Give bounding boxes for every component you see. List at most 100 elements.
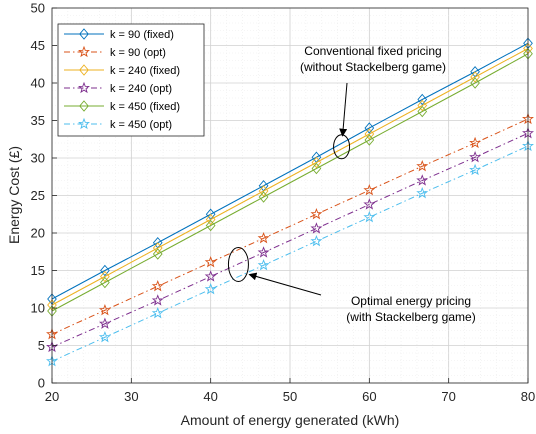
y-tick-label: 30 [31,151,45,166]
x-tick-label: 70 [441,389,455,404]
data-point [363,210,376,223]
y-tick-label: 50 [31,1,45,16]
legend-marker [78,81,90,94]
series-2 [47,42,533,311]
series-layer [46,37,534,367]
annotation-line: (with Stackelberg game) [346,310,475,324]
annotation-arrow-opt [248,272,322,296]
data-point [416,186,429,199]
y-tick-label: 45 [31,38,45,53]
legend-marker [78,45,90,58]
annotation-opt-text: Optimal energy pricing (with Stackelberg … [346,294,475,324]
data-point [152,248,163,260]
data-point [258,185,269,197]
data-point [205,219,216,232]
data-point [311,162,322,175]
data-point [98,303,111,316]
data-point [257,258,270,271]
data-point [416,174,429,186]
annotation-fixed-text: Conventional fixed pricing (without Stack… [300,44,446,74]
y-tick-label: 10 [31,301,45,316]
legend-item: k = 240 (fixed) [64,64,180,77]
y-tick-label: 0 [38,376,45,391]
legend-marker [79,64,89,76]
y-tick-label: 20 [31,226,45,241]
y-tick-label: 40 [31,76,45,91]
legend-label: k = 90 (opt) [110,47,166,59]
legend: k = 90 (fixed) k = 90 (opt) k = 240 (fixed… [57,23,205,137]
annotation-ellipse-opt [227,247,249,282]
y-tick-label: 35 [31,113,45,128]
data-point [100,264,110,277]
x-tick-label: 50 [283,389,297,404]
legend-box [57,23,205,137]
annotation-line: Conventional fixed pricing [304,44,441,58]
data-point [257,246,270,258]
y-tick-label: 25 [31,188,45,203]
data-point [100,276,110,289]
data-point [417,93,428,106]
data-point [469,150,482,163]
legend-label: k = 450 (fixed) [110,101,180,113]
series-line [51,132,529,348]
data-point [151,294,164,306]
data-point [469,163,482,176]
annotation-arrow-fixed [339,82,348,137]
legend-marker [78,117,90,130]
x-axis-label: Amount of energy generated (kWh) [181,412,400,428]
axis-ticks: 20 30 40 50 60 70 80 0 5 10 15 20 25 30 35 40 45 50 [31,1,536,405]
series-line [51,118,529,335]
data-point [417,99,428,112]
series-3 [46,126,534,353]
x-tick-label: 60 [362,389,376,404]
data-point [416,159,429,172]
data-point [364,128,375,140]
data-point [470,77,480,89]
data-point [152,242,163,254]
data-point [310,234,323,247]
grid [51,7,529,384]
data-point [364,122,375,134]
legend-label: k = 240 (opt) [110,83,172,95]
legend-marker [79,100,89,112]
legend-item: k = 90 (opt) [64,45,166,59]
data-point [258,191,269,203]
x-tick-label: 20 [45,389,59,404]
y-tick-label: 5 [38,338,45,353]
data-point [310,222,323,234]
data-point [98,330,111,343]
annotations: Conventional fixed pricing (without Stack… [227,44,476,324]
series-line [51,145,529,362]
series-4 [47,48,533,317]
data-point [417,105,428,118]
legend-marker [79,28,89,40]
data-point [311,156,322,169]
x-tick-label: 80 [521,389,535,404]
data-point [151,306,164,319]
data-point [204,255,217,268]
y-tick-label: 15 [31,263,45,278]
y-axis-label: Energy Cost (£) [6,146,22,244]
legend-label: k = 450 (opt) [110,119,172,131]
legend-item: k = 450 (opt) [64,117,172,131]
legend-item: k = 240 (opt) [64,81,172,95]
legend-item: k = 90 (fixed) [64,28,174,41]
data-point [310,207,323,220]
data-point [204,270,217,282]
legend-label: k = 240 (fixed) [110,65,180,77]
data-point [257,231,270,244]
legend-label: k = 90 (fixed) [110,29,174,41]
data-point [363,183,376,196]
data-point [204,282,217,295]
data-point [470,71,480,83]
data-point [364,134,375,146]
series-line [51,42,529,300]
series-line [51,53,529,312]
data-point [151,279,164,292]
data-point [205,213,216,226]
x-tick-label: 40 [203,389,217,404]
series-5 [46,139,534,367]
data-point [98,317,111,329]
annotation-line: Optimal energy pricing [351,294,471,308]
